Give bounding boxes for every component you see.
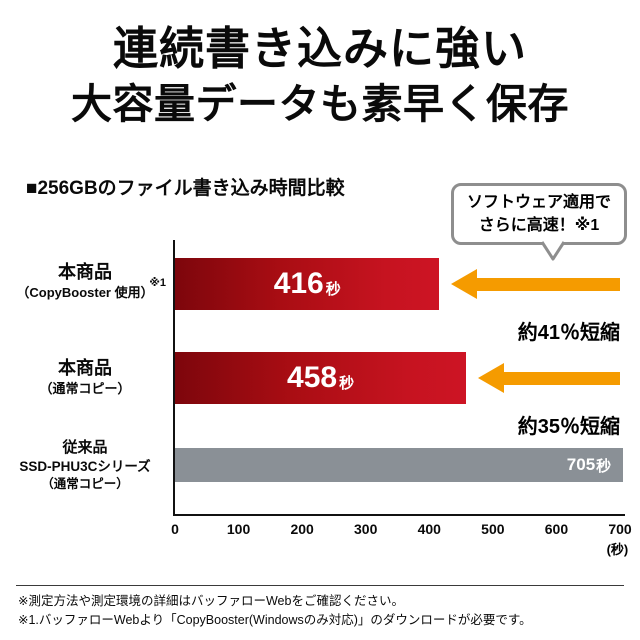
footnotes: ※測定方法や測定環境の詳細はバッファローWebをご確認ください。 ※1.バッファ… bbox=[18, 592, 532, 630]
bar-value-unit: 秒 bbox=[596, 457, 612, 475]
reduction-annotation: 約35％短縮 bbox=[474, 352, 620, 438]
bar-value-unit: 秒 bbox=[325, 281, 341, 298]
reduction-label: 約41％短縮 bbox=[517, 322, 620, 344]
row-label-normal-copy: 本商品 （通常コピー） bbox=[4, 356, 166, 398]
page-title: 連続書き込みに強い 大容量データも素早く保存 bbox=[0, 20, 640, 131]
x-axis-unit-label: (秒) bbox=[606, 542, 629, 557]
bar-row-copybooster: 416 秒 約41％短縮 bbox=[175, 258, 620, 344]
x-axis-line bbox=[173, 514, 625, 516]
bar-row-legacy: 705 秒 bbox=[175, 448, 624, 482]
arrow-shaft bbox=[477, 277, 620, 291]
row-label-legacy: 従来品 SSD-PHU3Cシリーズ （通常コピー） bbox=[4, 438, 166, 493]
x-tick-label: 700 bbox=[608, 521, 632, 537]
x-tick-label: 600 bbox=[544, 521, 569, 537]
reduction-arrow-icon bbox=[478, 363, 620, 393]
row-label-main: 従来品 bbox=[62, 439, 108, 456]
x-tick-label: 300 bbox=[354, 521, 378, 537]
footnote-divider bbox=[16, 585, 624, 586]
bar-normal-copy: 458 秒 bbox=[175, 352, 467, 404]
row-label-sub: SSD-PHU3Cシリーズ bbox=[19, 459, 151, 475]
arrow-head bbox=[478, 363, 505, 393]
bar-legacy: 705 秒 bbox=[175, 448, 624, 482]
chart-heading: ■256GBのファイル書き込み時間比較 bbox=[26, 178, 345, 199]
row-label-main: 本商品 bbox=[58, 262, 112, 282]
arrow-shaft bbox=[504, 371, 620, 385]
row-label-sub: （通常コピー） bbox=[39, 381, 131, 397]
reduction-annotation: 約41％短縮 bbox=[447, 258, 620, 344]
page-title-line2: 大容量データも素早く保存 bbox=[71, 80, 569, 127]
reduction-arrow-icon bbox=[451, 269, 620, 299]
x-tick-label: 500 bbox=[481, 521, 505, 537]
arrow-head bbox=[451, 269, 478, 299]
x-tick-label: 100 bbox=[226, 521, 251, 537]
reduction-label: 約35％短縮 bbox=[517, 416, 620, 438]
row-label-copybooster: 本商品 （CopyBooster 使用） ※1 bbox=[4, 260, 166, 302]
bar-value: 416 bbox=[273, 267, 324, 300]
bar-value: 705 bbox=[566, 455, 596, 474]
page-title-line1: 連続書き込みに強い bbox=[112, 23, 527, 74]
row-label-note: ※1 bbox=[149, 277, 166, 289]
row-label-main: 本商品 bbox=[58, 358, 112, 378]
x-tick-label: 200 bbox=[290, 521, 314, 537]
callout-line2: さらに高速！※1 bbox=[478, 217, 600, 235]
bar-value-unit: 秒 bbox=[339, 375, 355, 392]
callout-bubble: ソフトウェア適用で さらに高速！※1 bbox=[451, 183, 627, 261]
x-axis-ticks: 0 100 200 300 400 500 600 700 (秒) bbox=[171, 521, 632, 557]
footnote-2: ※1.バッファローWebより「CopyBooster(Windowsのみ対応)」… bbox=[18, 612, 532, 627]
y-axis-line bbox=[173, 240, 175, 516]
row-label-sub: （CopyBooster 使用） bbox=[16, 285, 154, 301]
x-tick-label: 400 bbox=[417, 521, 441, 537]
callout-tail-icon bbox=[540, 241, 566, 261]
x-tick-label: 0 bbox=[171, 521, 179, 537]
row-label-sub2: （通常コピー） bbox=[41, 477, 129, 492]
bar-value: 458 bbox=[287, 361, 338, 394]
bar-row-normal-copy: 458 秒 約35％短縮 bbox=[175, 352, 620, 438]
footnote-1: ※測定方法や測定環境の詳細はバッファローWebをご確認ください。 bbox=[18, 594, 404, 608]
callout-line1: ソフトウェア適用で bbox=[466, 194, 611, 211]
bar-copybooster: 416 秒 bbox=[175, 258, 440, 310]
